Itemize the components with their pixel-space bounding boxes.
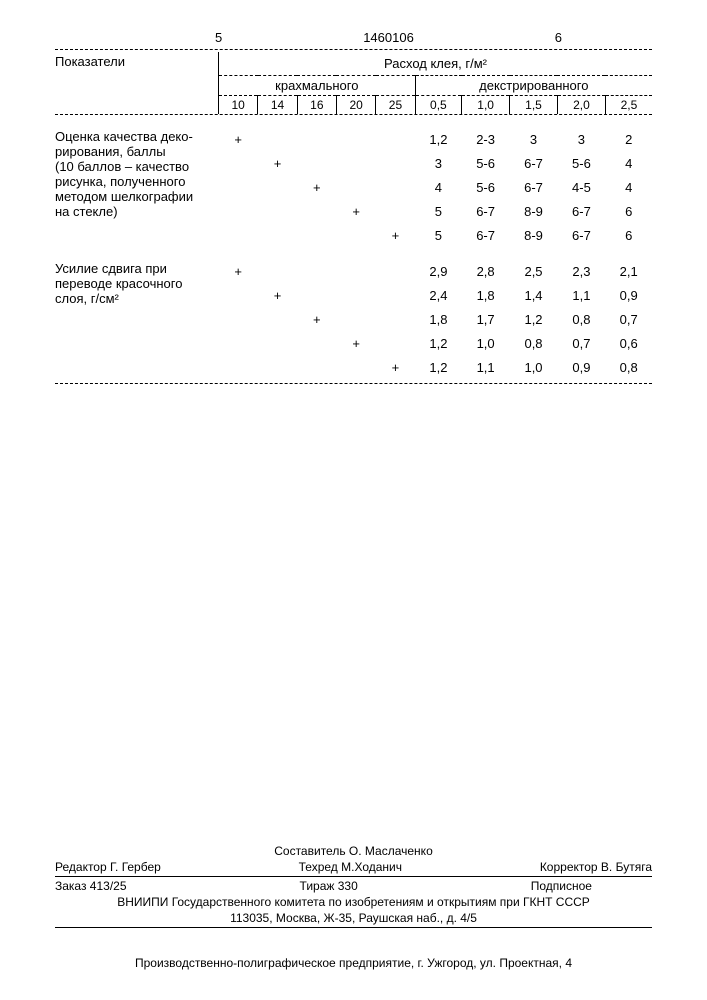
col-h: 1,5 bbox=[510, 96, 558, 115]
press-line: Производственно-полиграфическое предприя… bbox=[55, 956, 652, 970]
indicators-header: Показатели bbox=[55, 52, 219, 114]
col-h: 14 bbox=[258, 96, 297, 115]
col-h: 0,5 bbox=[415, 96, 462, 115]
col-h: 25 bbox=[376, 96, 415, 115]
page-col-left: 5 bbox=[215, 30, 222, 45]
compiler: Составитель О. Маслаченко bbox=[55, 844, 652, 858]
footer-block: Составитель О. Маслаченко Редактор Г. Ге… bbox=[55, 842, 652, 930]
col-h: 10 bbox=[219, 96, 258, 115]
header-row-1: Показатели Расход клея, г/м² bbox=[55, 52, 652, 76]
group1-header: крахмального bbox=[219, 76, 416, 96]
order-num: Заказ 413/25 bbox=[55, 879, 127, 893]
row-label-1: Оценка качества деко- рирования, баллы (… bbox=[55, 127, 219, 247]
patent-number: 1460106 bbox=[363, 30, 414, 45]
group2-header: декстрированного bbox=[415, 76, 652, 96]
org-line-2: 113035, Москва, Ж-35, Раушская наб., д. … bbox=[55, 911, 652, 925]
table-row: Усилие сдвига при переводе красочного сл… bbox=[55, 259, 652, 283]
col-h: 16 bbox=[297, 96, 336, 115]
tirazh: Тираж 330 bbox=[300, 879, 358, 893]
col-h: 2,0 bbox=[557, 96, 605, 115]
page-header: 5 1460106 6 bbox=[55, 30, 652, 45]
corrector: Корректор В. Бутяга bbox=[540, 860, 652, 874]
col-h: 1,0 bbox=[462, 96, 510, 115]
editor: Редактор Г. Гербер bbox=[55, 860, 161, 874]
col-h: 2,5 bbox=[605, 96, 652, 115]
podpis: Подписное bbox=[531, 879, 652, 893]
divider bbox=[55, 49, 652, 50]
org-line-1: ВНИИПИ Государственного комитета по изоб… bbox=[55, 895, 652, 909]
techred: Техред М.Ходанич bbox=[299, 860, 402, 874]
divider bbox=[55, 876, 652, 877]
divider bbox=[55, 383, 652, 384]
main-header: Расход клея, г/м² bbox=[219, 52, 653, 76]
data-table: Показатели Расход клея, г/м² крахмальног… bbox=[55, 52, 652, 384]
col-h: 20 bbox=[336, 96, 375, 115]
divider bbox=[55, 927, 652, 928]
document-page: 5 1460106 6 Показатели Расход клея, г/м²… bbox=[0, 0, 707, 1000]
page-col-right: 6 bbox=[555, 30, 562, 45]
row-label-2: Усилие сдвига при переводе красочного сл… bbox=[55, 259, 219, 379]
table-row: Оценка качества деко- рирования, баллы (… bbox=[55, 127, 652, 151]
